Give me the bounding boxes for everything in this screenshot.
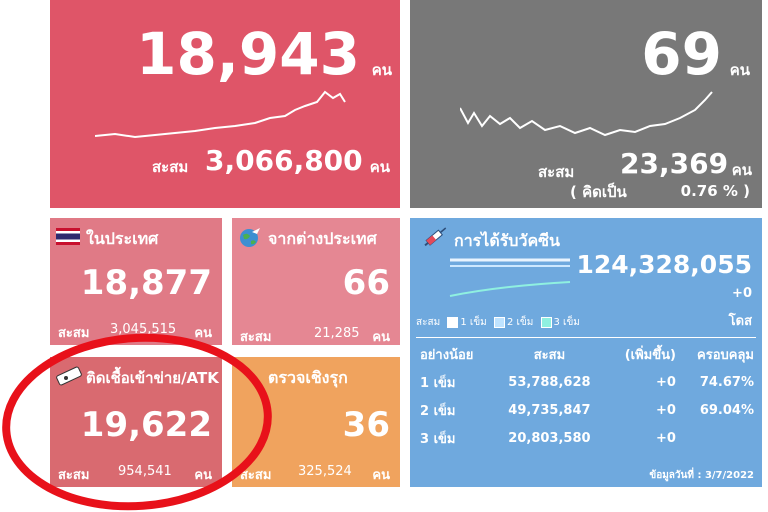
- cumulative-cell: 20,803,580: [508, 430, 591, 446]
- data-date: ข้อมูลวันที่ : 3/7/2022: [649, 470, 754, 481]
- legend-swatch: [447, 316, 459, 328]
- divider: [416, 337, 756, 338]
- tile-title: ในประเทศ: [86, 229, 159, 248]
- daily-cases-tile: 18,943 คน สะสม 3,066,800 คน: [50, 0, 400, 208]
- vaccine-title: การได้รับวัคซีน: [454, 231, 560, 250]
- cumulative-value: 3,045,515: [110, 322, 177, 337]
- vaccine-legend: สะสม 1 เข็ม 2 เข็ม 3 เข็ม: [416, 315, 580, 330]
- unit: คน: [372, 330, 390, 345]
- table-row: 3 เข็ม 20,803,580 +0: [420, 424, 754, 452]
- cumulative-value: 3,066,800: [205, 144, 363, 177]
- atk-tile: ติดเชื้อเข้าข่าย/ATK 19,622 สะสม 954,541…: [50, 357, 222, 487]
- cumulative-value: 954,541: [118, 464, 172, 479]
- vaccine-unit: โดส: [728, 314, 752, 329]
- cumulative-value: 21,285: [314, 326, 360, 341]
- cumulative-cell: 53,788,628: [508, 374, 591, 390]
- legend-swatch: [540, 316, 552, 328]
- tile-value: 19,622: [80, 405, 212, 445]
- atk-icon: [56, 366, 82, 386]
- header-cell: (เพิ่มขึ้น): [624, 347, 676, 363]
- vaccine-trend: [449, 258, 571, 297]
- cumulative-label: สะสม: [240, 330, 272, 345]
- cumulative-cell: 49,735,847: [508, 402, 591, 418]
- dose-cell: 2 เข็ม: [420, 403, 456, 419]
- coverage-cell: 74.67%: [699, 374, 754, 390]
- daily-deaths-tile: 69 คน สะสม 23,369 คน ( คิดเป็น 0.76 % ): [410, 0, 762, 208]
- coverage-cell: 69.04%: [699, 402, 754, 418]
- vaccine-tile: การได้รับวัคซีน 124,328,055 +0 โดส สะสม …: [410, 218, 762, 487]
- cumulative-label: สะสม: [240, 468, 272, 483]
- cumulative-label: สะสม: [58, 326, 90, 341]
- table-row: 2 เข็ม 49,735,847 +0 69.04%: [420, 396, 754, 424]
- legend-label: สะสม: [416, 317, 441, 328]
- proactive-tile: ตรวจเชิงรุก 36 สะสม 325,524 คน: [232, 357, 400, 487]
- coverage-cell: [676, 424, 754, 452]
- vaccine-increase: +0: [732, 286, 752, 301]
- unit: คน: [731, 161, 752, 179]
- tile-title: ติดเชื้อเข้าข่าย/ATK: [86, 369, 219, 387]
- tile-value: 66: [342, 263, 390, 303]
- unit: คน: [372, 468, 390, 483]
- sparkline: [95, 90, 346, 139]
- tile-value: 36: [342, 405, 390, 445]
- unit: คน: [729, 61, 750, 79]
- vaccine-total: 124,328,055: [576, 250, 752, 279]
- cumulative-value: 325,524: [298, 464, 352, 479]
- cumulative-value: 23,369: [620, 147, 729, 180]
- thai-flag-icon: [56, 228, 80, 245]
- tile-value: 18,877: [80, 263, 212, 303]
- unit: คน: [194, 326, 212, 341]
- increase-cell: +0: [655, 402, 676, 418]
- vaccine-table: อย่างน้อย สะสม (เพิ่มขึ้น) ครอบคลุม 1 เข…: [420, 340, 754, 452]
- imported-tile: จากต่างประเทศ 66 สะสม 21,285 คน: [232, 218, 400, 345]
- increase-cell: +0: [655, 374, 676, 390]
- cumulative-label: สะสม: [58, 468, 90, 483]
- cumulative-label: สะสม: [538, 163, 575, 181]
- legend-swatch: [493, 316, 505, 328]
- legend-item: 3 เข็ม: [553, 317, 580, 328]
- header-cell: อย่างน้อย: [420, 347, 474, 363]
- unit: คน: [369, 158, 390, 176]
- increase-cell: +0: [655, 430, 676, 446]
- unit: คน: [194, 468, 212, 483]
- table-row: 1 เข็ม 53,788,628 +0 74.67%: [420, 368, 754, 396]
- sparkline: [460, 91, 713, 137]
- ratio-value: 0.76 % ): [680, 182, 750, 200]
- ratio-prefix: ( คิดเป็น: [570, 183, 627, 201]
- unit: คน: [371, 61, 392, 79]
- globe-icon: [240, 228, 260, 247]
- daily-cases-value: 18,943: [136, 20, 360, 88]
- header-cell: ครอบคลุม: [697, 347, 754, 363]
- daily-deaths-value: 69: [641, 20, 722, 88]
- tile-title: ตรวจเชิงรุก: [268, 368, 348, 387]
- syringe-icon: [424, 227, 447, 247]
- legend-item: 1 เข็ม: [460, 317, 487, 328]
- table-header: อย่างน้อย สะสม (เพิ่มขึ้น) ครอบคลุม: [420, 340, 754, 368]
- cumulative-label: สะสม: [152, 158, 189, 176]
- legend-item: 2 เข็ม: [506, 317, 534, 328]
- tile-title: จากต่างประเทศ: [268, 229, 377, 248]
- dose-cell: 3 เข็ม: [420, 431, 456, 447]
- dose-cell: 1 เข็ม: [420, 375, 456, 391]
- header-cell: สะสม: [533, 347, 566, 363]
- domestic-tile: ในประเทศ 18,877 สะสม 3,045,515 คน: [50, 218, 222, 345]
